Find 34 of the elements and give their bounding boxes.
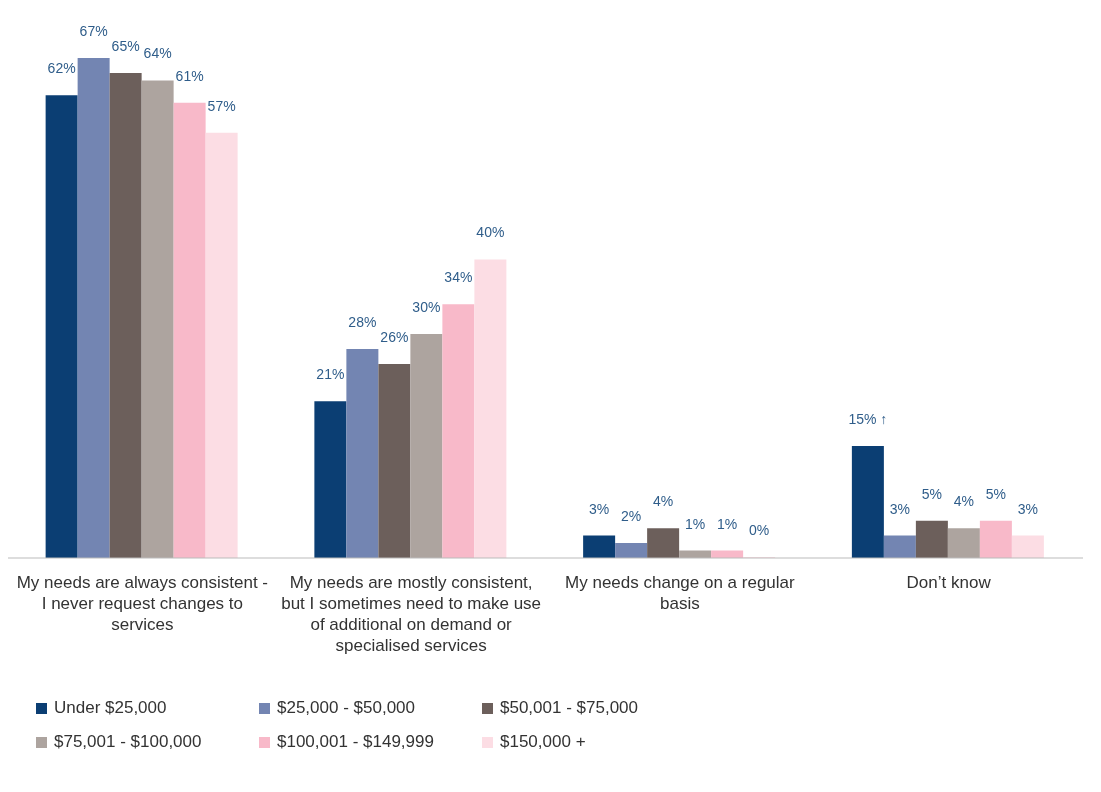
data-label: 61% [175, 67, 204, 84]
data-label: 3% [1017, 500, 1038, 517]
legend-label: $25,000 - $50,000 [277, 698, 416, 718]
data-label: 21% [316, 366, 345, 383]
data-label: 64% [143, 45, 172, 62]
data-label: 30% [412, 299, 441, 316]
legend-label: $100,001 - $149,999 [277, 732, 434, 752]
data-label: 3% [889, 500, 910, 517]
legend-label: $150,000 + [500, 732, 586, 752]
data-label: 3% [589, 500, 610, 517]
data-label: 57% [207, 97, 236, 114]
x-tick-label: My needs are mostly consistent, but I sometimes need to make use of additional on demand or specialised services [281, 573, 542, 655]
legend-label: $50,001 - $75,000 [500, 698, 639, 718]
data-label: 62% [47, 60, 76, 77]
legend-label: $75,001 - $100,000 [54, 732, 202, 752]
data-label: 40% [476, 224, 505, 241]
legend-label: Under $25,000 [54, 698, 167, 718]
data-label: 28% [348, 314, 377, 331]
data-label: 0% [749, 522, 770, 538]
data-label: 4% [653, 493, 674, 510]
data-label: 67% [79, 23, 108, 39]
data-label: 26% [380, 328, 409, 345]
data-label: 15% ↑ [848, 411, 888, 428]
data-label: 4% [953, 493, 974, 510]
x-tick-label: My needs change on a regular basis [565, 573, 796, 613]
data-label: 5% [921, 485, 942, 502]
x-tick-label: My needs are always consistent - I never request changes to services [16, 573, 269, 634]
data-label: 1% [685, 515, 706, 532]
x-tick-label: Don’t know [906, 573, 992, 592]
data-label: 2% [621, 508, 642, 525]
data-label: 5% [985, 485, 1006, 502]
data-label: 34% [444, 269, 473, 286]
data-label: 65% [111, 37, 140, 54]
data-label: 1% [717, 515, 738, 532]
